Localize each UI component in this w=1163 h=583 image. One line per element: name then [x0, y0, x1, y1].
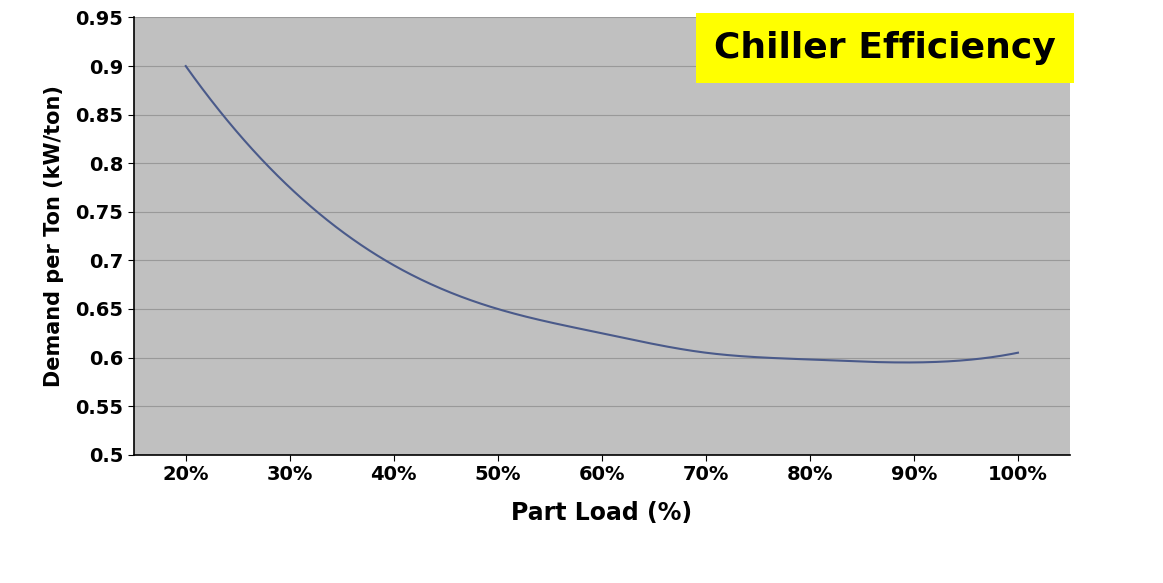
X-axis label: Part Load (%): Part Load (%) [512, 501, 692, 525]
Text: Chiller Efficiency: Chiller Efficiency [714, 31, 1056, 65]
Y-axis label: Demand per Ton (kW/ton): Demand per Ton (kW/ton) [44, 85, 64, 387]
